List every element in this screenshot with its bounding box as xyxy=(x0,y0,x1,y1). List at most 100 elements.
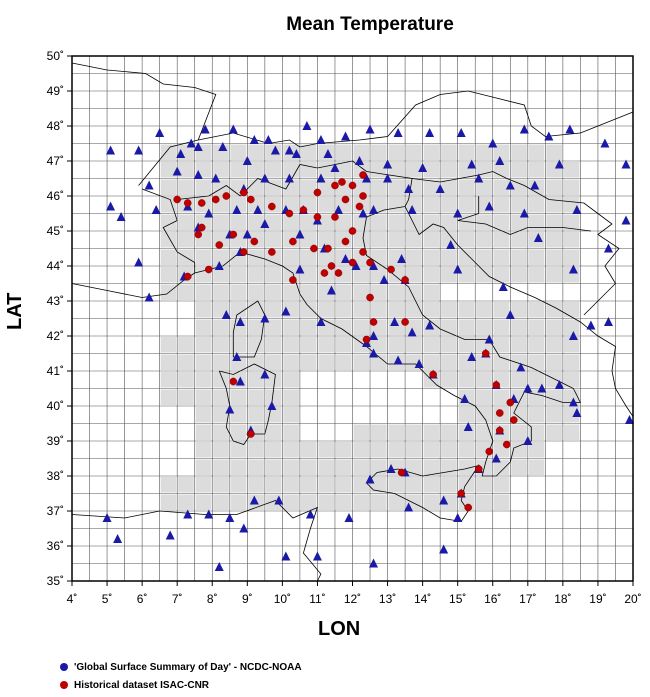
grid-cell xyxy=(528,197,545,213)
grid-cell xyxy=(476,319,492,335)
grid-cell xyxy=(388,442,405,458)
grid-cell xyxy=(318,179,334,195)
grid-cell xyxy=(335,337,352,353)
grid-cell xyxy=(511,232,527,248)
ncdc-station-marker xyxy=(302,121,312,130)
grid-cell xyxy=(563,232,580,248)
grid-cell xyxy=(195,407,212,423)
grid-cell xyxy=(546,407,562,423)
lat-tick-label: 48˚ xyxy=(47,119,64,133)
grid-cell xyxy=(388,494,405,510)
ncdc-station-marker xyxy=(565,124,575,134)
isac-station-marker xyxy=(229,377,238,386)
ncdc-station-marker xyxy=(144,292,154,302)
grid-cell xyxy=(563,302,580,318)
isac-station-marker xyxy=(366,293,374,302)
grid-cell xyxy=(195,424,212,440)
ncdc-station-marker xyxy=(523,436,533,445)
grid-cell xyxy=(371,424,387,440)
grid-cell xyxy=(160,214,177,230)
grid-cell xyxy=(160,477,177,493)
ncdc-station-marker xyxy=(316,135,326,144)
isac-station-marker xyxy=(474,465,483,473)
grid-cell xyxy=(476,179,492,195)
grid-cell xyxy=(563,162,580,178)
ncdc-station-marker xyxy=(369,558,379,568)
grid-cell xyxy=(388,477,405,493)
grid-cell xyxy=(476,424,492,440)
grid-cell xyxy=(195,389,212,405)
grid-cell xyxy=(283,389,299,405)
ncdc-station-marker xyxy=(407,327,417,337)
ncdc-station-marker xyxy=(505,180,515,190)
grid-cell xyxy=(423,232,440,248)
grid-cell xyxy=(283,407,299,423)
grid-cell xyxy=(230,407,247,423)
grid-cell xyxy=(213,249,229,265)
grid-cell xyxy=(265,372,282,388)
grid-cell xyxy=(213,442,229,458)
grid-cell xyxy=(248,284,264,300)
grid-cell xyxy=(423,249,440,265)
ncdc-station-marker xyxy=(151,205,161,214)
grid-cell xyxy=(195,459,212,475)
grid-cell xyxy=(493,144,510,160)
isac-station-marker xyxy=(299,206,308,214)
isac-station-marker xyxy=(320,269,329,277)
lat-tick-label: 43˚ xyxy=(47,294,64,308)
grid-cell xyxy=(388,197,405,213)
grid-cell xyxy=(441,179,457,195)
grid-cell xyxy=(528,214,545,230)
isac-station-marker xyxy=(194,230,203,239)
coastline-border-alps xyxy=(141,188,196,273)
ncdc-station-marker xyxy=(102,513,112,522)
grid-cell xyxy=(213,407,229,423)
lon-tick-label: 17˚ xyxy=(519,592,536,606)
ncdc-station-marker xyxy=(242,229,252,239)
grid-cell xyxy=(511,337,527,353)
grid-cell xyxy=(248,407,264,423)
grid-cell xyxy=(371,162,387,178)
grid-cell xyxy=(248,442,264,458)
isac-station-marker xyxy=(341,237,350,246)
isac-station-marker xyxy=(366,258,374,267)
lon-tick-label: 13˚ xyxy=(379,592,396,606)
grid-cell xyxy=(563,249,580,265)
grid-cell xyxy=(423,302,440,318)
grid-cell xyxy=(248,372,264,388)
lat-tick-label: 44˚ xyxy=(47,259,64,273)
ncdc-station-marker xyxy=(312,551,322,561)
ncdc-station-marker xyxy=(418,163,428,172)
isac-station-marker xyxy=(197,199,206,207)
isac-station-marker xyxy=(247,430,255,438)
grid-cell xyxy=(160,162,177,178)
grid-cell xyxy=(511,459,527,475)
isac-station-marker xyxy=(359,192,367,200)
grid-cell xyxy=(213,459,229,475)
grid-cell xyxy=(178,494,194,510)
grid-cell xyxy=(230,197,247,213)
ncdc-station-marker xyxy=(407,205,417,214)
ncdc-station-marker xyxy=(554,159,564,169)
ncdc-station-marker xyxy=(453,513,463,522)
legend-marker-isac xyxy=(60,681,68,689)
grid-cell xyxy=(318,354,334,370)
grid-cell xyxy=(230,302,247,318)
grid-cell xyxy=(195,284,212,300)
grid-cell xyxy=(230,442,247,458)
grid-cell xyxy=(160,249,177,265)
grid-cell xyxy=(353,232,370,248)
grid-cell xyxy=(178,389,194,405)
grid-cell xyxy=(458,249,475,265)
grid-cell xyxy=(528,407,545,423)
isac-station-marker xyxy=(495,426,504,435)
ncdc-station-marker xyxy=(516,362,526,372)
coastline-africa xyxy=(71,500,322,582)
isac-station-marker xyxy=(289,237,297,246)
grid-cell xyxy=(283,424,299,440)
ncdc-station-marker xyxy=(425,320,435,330)
isac-station-marker xyxy=(495,409,504,417)
grid-cell xyxy=(195,354,212,370)
grid-cell xyxy=(511,144,527,160)
grid-cell xyxy=(213,477,229,493)
